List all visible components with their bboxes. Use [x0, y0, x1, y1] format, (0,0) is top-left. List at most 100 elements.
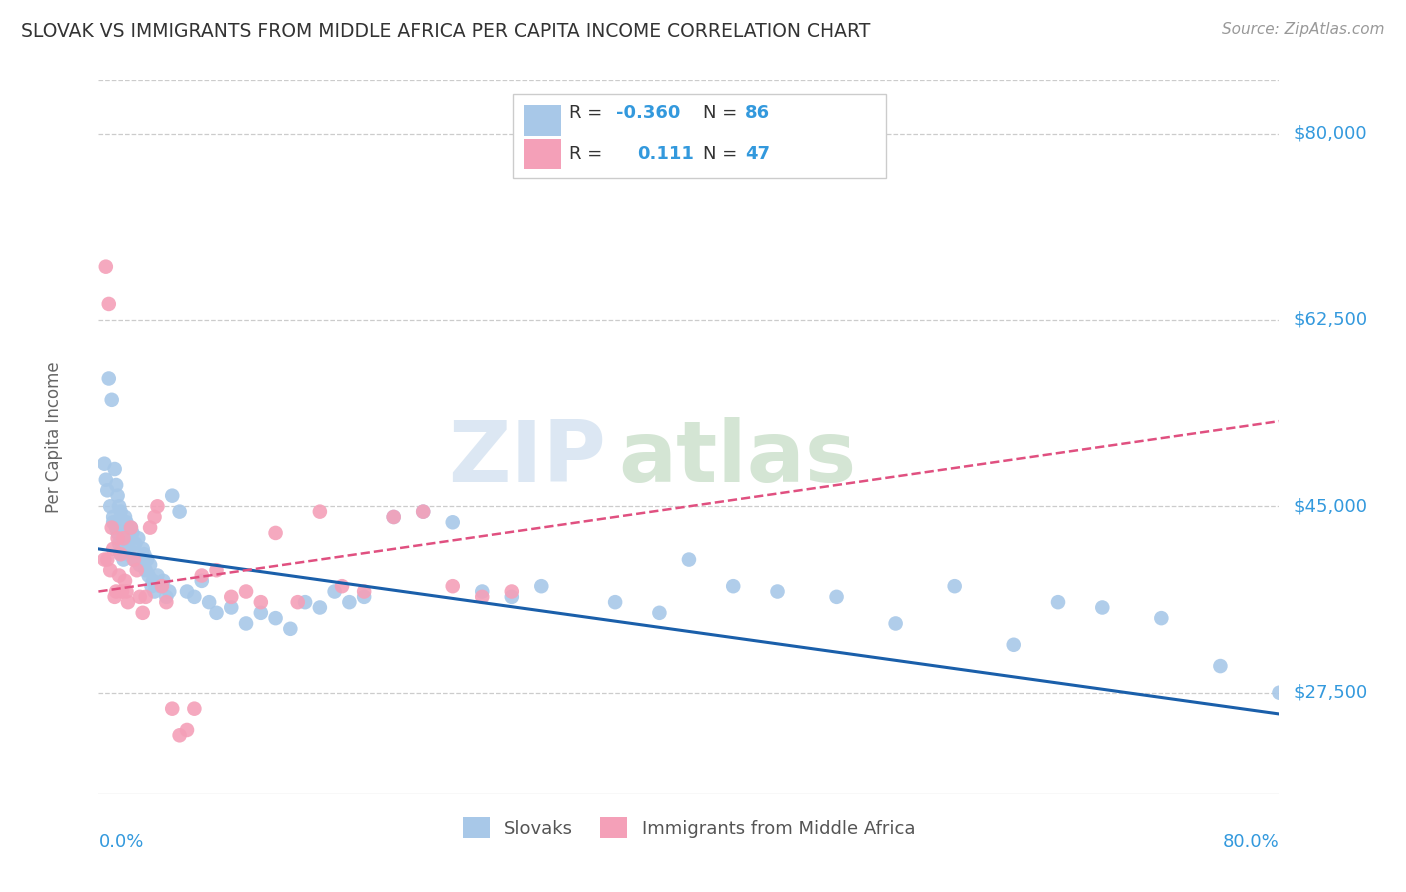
Point	[128, 590, 150, 604]
Point	[149, 579, 172, 593]
Text: $80,000: $80,000	[1294, 125, 1367, 143]
Point	[221, 600, 243, 615]
Point	[605, 595, 627, 609]
Point	[115, 584, 138, 599]
Point	[169, 728, 191, 742]
Point	[143, 584, 166, 599]
Point	[136, 552, 159, 566]
Point	[766, 584, 789, 599]
Point	[135, 590, 157, 604]
Point	[127, 531, 149, 545]
Text: Per Capita Income: Per Capita Income	[45, 361, 62, 513]
Point	[183, 590, 205, 604]
Point	[1150, 611, 1173, 625]
Point	[1046, 595, 1070, 609]
Point	[108, 500, 131, 514]
Point	[501, 590, 523, 604]
Point	[105, 478, 128, 492]
Text: $45,000: $45,000	[1294, 498, 1368, 516]
Point	[93, 552, 115, 566]
Point	[125, 563, 148, 577]
Point	[103, 516, 125, 530]
Point	[115, 536, 138, 550]
Point	[143, 510, 166, 524]
Point	[155, 595, 177, 609]
Point	[105, 584, 128, 599]
Point	[122, 552, 145, 566]
Point	[205, 606, 228, 620]
Point	[323, 584, 346, 599]
Point	[280, 622, 302, 636]
Point	[441, 516, 464, 530]
Point	[198, 595, 221, 609]
Point	[412, 505, 434, 519]
Text: 47: 47	[745, 145, 770, 162]
Text: 0.0%: 0.0%	[98, 833, 143, 851]
Point	[132, 541, 155, 556]
Text: -0.360: -0.360	[616, 104, 681, 122]
Point	[120, 520, 142, 534]
Text: 80.0%: 80.0%	[1223, 833, 1279, 851]
Point	[183, 701, 205, 715]
Point	[108, 536, 131, 550]
Point	[121, 525, 143, 540]
Point	[264, 525, 287, 540]
Point	[110, 547, 132, 561]
Point	[1002, 638, 1025, 652]
Point	[191, 574, 214, 588]
Legend: Slovaks, Immigrants from Middle Africa: Slovaks, Immigrants from Middle Africa	[456, 810, 922, 846]
Point	[117, 531, 139, 545]
Point	[250, 595, 273, 609]
Point	[107, 531, 129, 545]
Text: 0.111: 0.111	[637, 145, 693, 162]
Point	[142, 574, 165, 588]
Point	[264, 611, 287, 625]
Point	[884, 616, 907, 631]
Point	[135, 563, 157, 577]
Point	[150, 579, 173, 593]
Point	[330, 579, 353, 593]
Point	[138, 568, 160, 582]
Point	[98, 563, 121, 577]
Point	[382, 510, 405, 524]
Point	[471, 584, 494, 599]
Text: ZIP: ZIP	[449, 417, 606, 500]
Text: N =: N =	[703, 145, 742, 162]
Text: atlas: atlas	[619, 417, 856, 500]
Point	[111, 584, 134, 599]
Point	[1091, 600, 1114, 615]
Point	[112, 552, 135, 566]
Point	[530, 579, 553, 593]
Text: R =: R =	[569, 145, 609, 162]
Point	[96, 552, 118, 566]
Point	[353, 590, 375, 604]
Point	[107, 525, 129, 540]
Point	[139, 558, 162, 572]
Point	[94, 260, 117, 274]
Point	[117, 595, 139, 609]
Text: N =: N =	[703, 104, 742, 122]
Point	[125, 552, 148, 566]
Point	[146, 568, 169, 582]
Point	[648, 606, 671, 620]
Text: SLOVAK VS IMMIGRANTS FROM MIDDLE AFRICA PER CAPITA INCOME CORRELATION CHART: SLOVAK VS IMMIGRANTS FROM MIDDLE AFRICA …	[21, 22, 870, 41]
Point	[98, 500, 121, 514]
Point	[162, 489, 183, 503]
Point	[139, 520, 162, 534]
Point	[441, 579, 464, 593]
Point	[97, 297, 120, 311]
Point	[157, 584, 180, 599]
Point	[134, 547, 156, 561]
Point	[250, 606, 273, 620]
Point	[162, 701, 183, 715]
Point	[723, 579, 745, 593]
Point	[128, 558, 150, 572]
Point	[117, 547, 139, 561]
Point	[943, 579, 966, 593]
Point	[1209, 659, 1232, 673]
Point	[112, 531, 135, 545]
Point	[339, 595, 361, 609]
Point	[382, 510, 405, 524]
Point	[111, 541, 134, 556]
Point	[100, 392, 122, 407]
